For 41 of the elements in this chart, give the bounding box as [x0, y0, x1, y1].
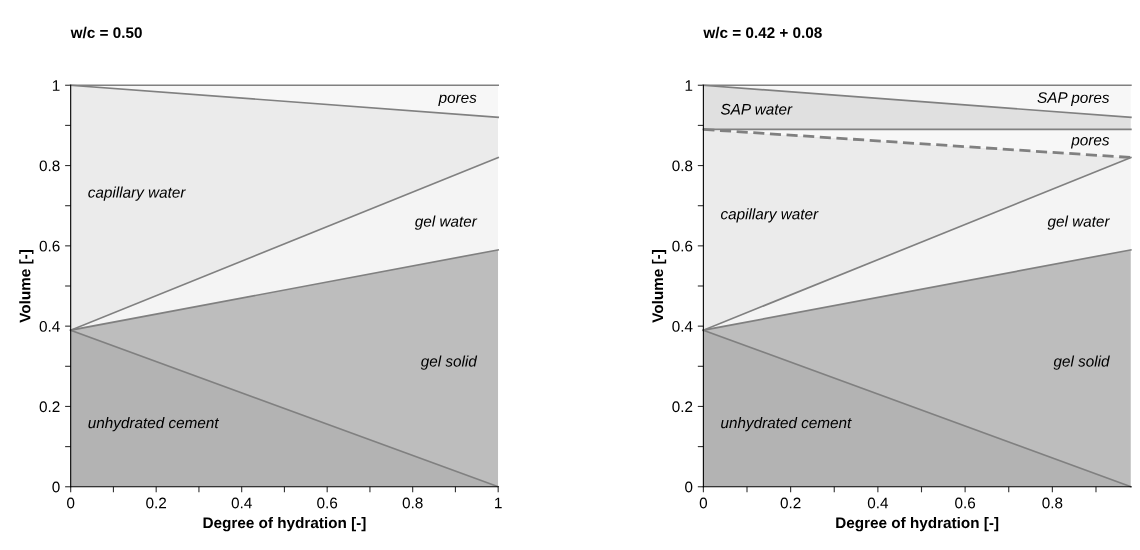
y-tick-label: 0	[52, 481, 60, 493]
series-label: gel water	[414, 215, 478, 230]
x-tick-label: 0.8	[402, 497, 423, 509]
y-tick-label: 0.4	[672, 321, 693, 332]
chart-title: w/c = 0.42 + 0.08	[703, 26, 822, 39]
y-tick-label: 0.4	[39, 321, 60, 332]
x-tick-label: 0.2	[146, 497, 167, 509]
x-tick-label: 0	[699, 497, 708, 509]
series-label: SAP water	[720, 103, 793, 115]
x-tick-label: 0.6	[955, 497, 976, 509]
series-label: gel solid	[1053, 355, 1110, 370]
y-tick-label: 1	[685, 80, 693, 91]
series-label: SAP pores	[1037, 92, 1110, 107]
series-label: gel solid	[420, 355, 478, 370]
x-axis-title: Degree of hydration [-]	[836, 516, 999, 532]
x-tick-label: 0.4	[867, 497, 889, 509]
y-tick-label: 0.2	[39, 401, 60, 413]
y-tick-label: 0.8	[39, 160, 60, 172]
series-label: unhydrated cement	[721, 417, 852, 432]
y-tick-label: 1	[52, 80, 60, 91]
series-label: pores	[438, 94, 477, 107]
y-axis-title: Volume [-]	[651, 250, 667, 323]
series-label: capillary water	[88, 186, 186, 201]
x-tick-label: 0.8	[1042, 497, 1063, 509]
x-axis-title: Degree of hydration [-]	[203, 516, 366, 532]
x-tick-label: 0.4	[231, 497, 252, 509]
x-tick-label: 0	[67, 497, 75, 509]
y-tick-label: 0	[685, 481, 693, 493]
x-tick-label: 0.2	[780, 497, 801, 509]
series-label: capillary water	[720, 208, 819, 223]
y-tick-label: 0.2	[672, 401, 693, 413]
chart-title: w/c = 0.50	[70, 26, 142, 39]
series-label: unhydrated cement	[88, 417, 220, 432]
y-tick-label: 0.6	[39, 240, 60, 252]
series-label: gel water	[1047, 215, 1111, 230]
x-tick-label: 1	[495, 497, 502, 509]
y-tick-label: 0.6	[672, 240, 693, 252]
x-tick-label: 0.6	[317, 497, 338, 509]
series-label: pores	[1070, 137, 1110, 149]
y-axis-title: Volume [-]	[19, 250, 34, 323]
y-tick-label: 0.8	[672, 160, 693, 172]
